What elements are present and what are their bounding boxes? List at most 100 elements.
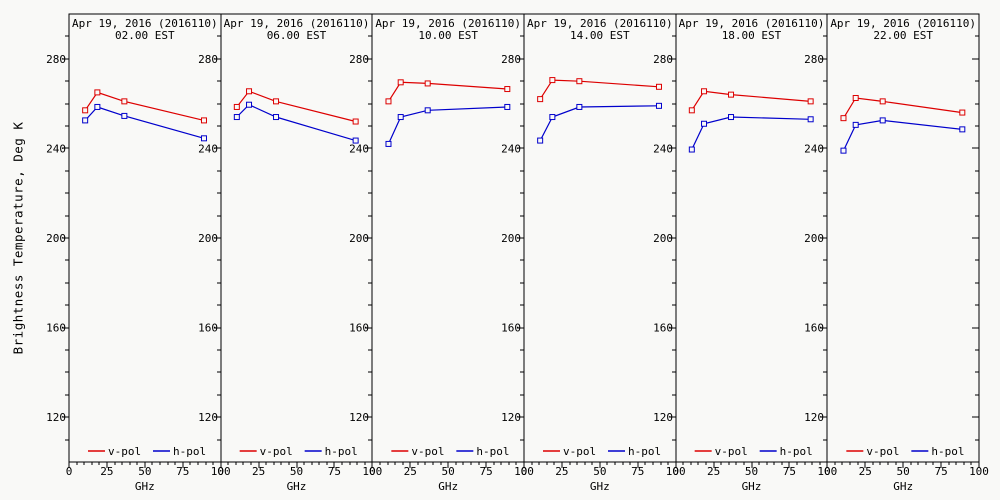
x-tick-label: 50	[138, 465, 151, 478]
x-tick-label: 50	[442, 465, 455, 478]
legend-label-v-pol: v-pol	[715, 445, 748, 458]
marker-h-pol	[576, 103, 583, 110]
marker-h-pol	[424, 107, 431, 114]
marker-h-pol	[655, 102, 662, 109]
marker-v-pol	[537, 96, 544, 103]
marker-v-pol	[688, 107, 695, 114]
x-tick-label: 0	[521, 465, 528, 478]
marker-v-pol	[352, 118, 359, 125]
panel-title-time: 02.00 EST	[115, 29, 175, 42]
legend-label-h-pol: h-pol	[780, 445, 813, 458]
marker-v-pol	[576, 78, 583, 85]
y-tick-label: 120	[653, 411, 673, 424]
y-tick-label: 280	[198, 53, 218, 66]
marker-v-pol	[549, 77, 556, 84]
marker-v-pol	[385, 98, 392, 105]
x-tick-label: 0	[672, 465, 679, 478]
y-tick-label: 200	[46, 232, 66, 245]
x-axis-unit-label: GHz	[438, 480, 458, 493]
y-tick-label: 200	[198, 232, 218, 245]
y-tick-label: 280	[653, 53, 673, 66]
series-line-v-pol	[236, 90, 356, 123]
legend-label-v-pol: v-pol	[563, 445, 596, 458]
marker-v-pol	[959, 109, 966, 116]
panel-title-date: Apr 19, 2016 (2016110)	[527, 17, 673, 30]
x-tick-label: 100	[514, 465, 534, 478]
marker-h-pol	[537, 137, 544, 144]
panel-title-date: Apr 19, 2016 (2016110)	[679, 17, 825, 30]
marker-v-pol	[504, 86, 511, 93]
panel-title-time: 10.00 EST	[418, 29, 478, 42]
marker-v-pol	[728, 91, 735, 98]
marker-v-pol	[200, 117, 207, 124]
y-tick-label: 160	[198, 322, 218, 335]
chart-panel-1: Apr 19, 2016 (2016110)02.00 EST 0 25 50 75 10…	[66, 17, 231, 493]
marker-h-pol	[385, 140, 392, 147]
y-tick-label: 240	[653, 142, 673, 155]
y-tick-label: 280	[349, 53, 369, 66]
x-tick-label: 0	[66, 465, 73, 478]
x-tick-label: 100	[362, 465, 382, 478]
marker-h-pol	[94, 103, 101, 110]
x-tick-label: 25	[252, 465, 265, 478]
y-tick-label: 240	[804, 142, 824, 155]
legend-label-h-pol: h-pol	[628, 445, 661, 458]
series-line-v-pol	[539, 79, 660, 100]
panel-title-date: Apr 19, 2016 (2016110)	[830, 17, 976, 30]
x-axis-unit-label: GHz	[742, 480, 762, 493]
x-tick-label: 25	[555, 465, 568, 478]
series-line-h-pol	[236, 103, 356, 142]
x-tick-label: 75	[479, 465, 492, 478]
x-tick-label: 0	[217, 465, 224, 478]
y-tick-label: 120	[501, 411, 521, 424]
marker-h-pol	[688, 146, 695, 153]
panel-title-date: Apr 19, 2016 (2016110)	[72, 17, 218, 30]
legend-label-h-pol: h-pol	[325, 445, 358, 458]
marker-h-pol	[273, 114, 280, 121]
x-tick-label: 75	[783, 465, 796, 478]
marker-h-pol	[728, 114, 735, 121]
x-axis-unit-label: GHz	[287, 480, 307, 493]
x-tick-label: 100	[666, 465, 686, 478]
marker-h-pol	[879, 117, 886, 124]
series-line-v-pol	[691, 90, 811, 111]
marker-h-pol	[246, 101, 253, 108]
chart-panel-6: Apr 19, 2016 (2016110)22.00 EST 0 25 50 75 10…	[824, 17, 989, 493]
marker-v-pol	[94, 89, 101, 96]
legend-label-v-pol: v-pol	[411, 445, 444, 458]
legend-label-v-pol: v-pol	[260, 445, 293, 458]
legend-label-v-pol: v-pol	[108, 445, 141, 458]
chart-panel-5: Apr 19, 2016 (2016110)18.00 EST 0 25 50 75 10…	[672, 17, 837, 493]
x-tick-label: 25	[707, 465, 720, 478]
series-line-h-pol	[842, 119, 963, 151]
y-tick-label: 280	[46, 53, 66, 66]
y-tick-label: 200	[349, 232, 369, 245]
marker-v-pol	[121, 98, 128, 105]
marker-h-pol	[852, 121, 859, 128]
y-tick-label: 120	[349, 411, 369, 424]
marker-h-pol	[701, 120, 708, 127]
x-tick-label: 25	[100, 465, 113, 478]
y-tick-label: 200	[804, 232, 824, 245]
marker-h-pol	[959, 126, 966, 133]
marker-h-pol	[840, 147, 847, 154]
y-tick-label: 160	[349, 322, 369, 335]
marker-v-pol	[879, 98, 886, 105]
panel-title-date: Apr 19, 2016 (2016110)	[224, 17, 370, 30]
series-line-v-pol	[84, 91, 205, 121]
y-tick-label: 240	[501, 142, 521, 155]
y-tick-label: 240	[198, 142, 218, 155]
y-tick-label: 160	[804, 322, 824, 335]
y-tick-label: 120	[804, 411, 824, 424]
x-axis-unit-label: GHz	[135, 480, 155, 493]
x-tick-label: 25	[404, 465, 417, 478]
panel-title-time: 06.00 EST	[267, 29, 327, 42]
y-tick-label: 240	[46, 142, 66, 155]
panel-title-time: 22.00 EST	[873, 29, 933, 42]
marker-h-pol	[200, 135, 207, 142]
y-tick-label: 160	[501, 322, 521, 335]
marker-h-pol	[807, 116, 814, 123]
x-tick-label: 50	[290, 465, 303, 478]
x-tick-label: 75	[934, 465, 947, 478]
